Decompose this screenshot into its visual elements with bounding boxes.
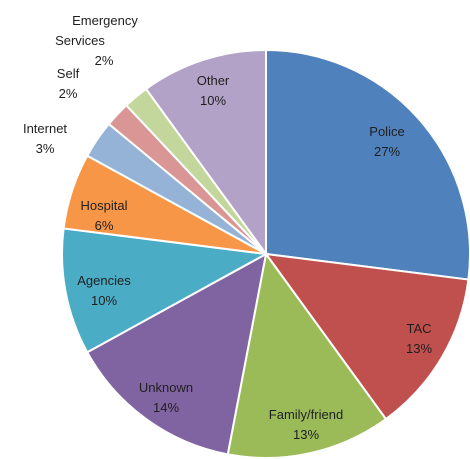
label-emergency-value: 2% — [95, 53, 114, 68]
pie-slice-police — [265, 48, 470, 281]
label-emergency-line2: Services — [55, 33, 105, 48]
label-family-friend-value: 13% — [293, 427, 319, 442]
label-self-name: Self — [57, 66, 80, 81]
label-other-value: 10% — [200, 93, 226, 108]
label-unknown-name: Unknown — [139, 380, 193, 395]
label-tac-value: 13% — [406, 341, 432, 356]
pie-slice-agencies — [61, 227, 270, 354]
label-police-name: Police — [369, 124, 404, 139]
pie-labels: Police 27% TAC 13% Family/friend 13% Unk… — [23, 13, 432, 442]
label-hospital-value: 6% — [95, 218, 114, 233]
label-family-friend-name: Family/friend — [269, 407, 343, 422]
pie-slice-other — [144, 48, 267, 258]
pie-slice-tac — [263, 252, 470, 421]
label-tac-name: TAC — [406, 321, 431, 336]
label-other-name: Other — [197, 73, 230, 88]
pie-slice-unknown — [85, 252, 268, 456]
label-hospital-name: Hospital — [81, 198, 128, 213]
label-internet-value: 3% — [36, 141, 55, 156]
pie-slices — [61, 48, 470, 459]
label-self-value: 2% — [59, 86, 78, 101]
label-unknown-value: 14% — [153, 400, 179, 415]
label-internet-name: Internet — [23, 121, 67, 136]
label-agencies-value: 10% — [91, 293, 117, 308]
pie-slice-family-friend — [226, 251, 388, 459]
label-emergency-line1: Emergency — [72, 13, 138, 28]
label-agencies-name: Agencies — [77, 273, 131, 288]
label-police-value: 27% — [374, 144, 400, 159]
